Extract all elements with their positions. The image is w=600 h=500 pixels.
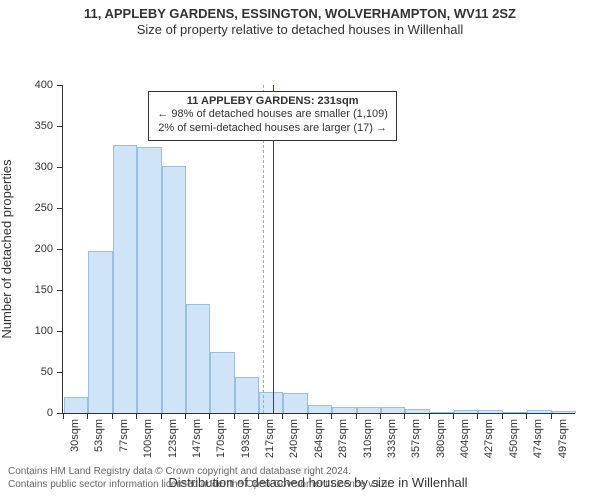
y-tick-label: 200 xyxy=(35,243,63,255)
footer-line1: Contains HM Land Registry data © Crown c… xyxy=(8,466,390,479)
x-tick-label: 380sqm xyxy=(435,419,447,479)
histogram-bar xyxy=(503,412,527,413)
histogram-bar xyxy=(162,166,186,412)
y-tick-label: 400 xyxy=(35,79,63,91)
x-tick xyxy=(282,413,283,419)
y-tick-label: 150 xyxy=(35,284,63,296)
x-tick xyxy=(161,413,162,419)
histogram-bar xyxy=(64,397,88,413)
histogram-bar xyxy=(186,304,210,412)
x-tick xyxy=(356,413,357,419)
histogram-bar xyxy=(405,409,429,412)
title-block: 11, APPLEBY GARDENS, ESSINGTON, WOLVERHA… xyxy=(0,0,600,39)
x-tick xyxy=(380,413,381,419)
x-tick-label: 357sqm xyxy=(410,419,422,479)
x-tick xyxy=(551,413,552,419)
footer: Contains HM Land Registry data © Crown c… xyxy=(8,466,390,491)
histogram-bar xyxy=(332,407,356,413)
x-tick xyxy=(63,413,64,419)
y-tick-label: 300 xyxy=(35,161,63,173)
histogram-bar xyxy=(308,405,332,413)
y-tick-label: 100 xyxy=(35,325,63,337)
plot-area: 05010015020025030035040030sqm53sqm77sqm1… xyxy=(62,85,575,414)
histogram-bar xyxy=(527,410,551,413)
x-tick-label: 404sqm xyxy=(459,419,471,479)
x-tick xyxy=(453,413,454,419)
x-tick-label: 497sqm xyxy=(557,419,569,479)
y-axis-label: Number of detached properties xyxy=(0,159,14,338)
y-tick-label: 50 xyxy=(41,366,63,378)
footer-line2: Contains public sector information licen… xyxy=(8,479,390,492)
page-title-line1: 11, APPLEBY GARDENS, ESSINGTON, WOLVERHA… xyxy=(0,6,600,22)
y-tick-label: 0 xyxy=(47,407,63,419)
x-tick-label: 427sqm xyxy=(483,419,495,479)
histogram-bar xyxy=(381,407,405,413)
page-title-line2: Size of property relative to detached ho… xyxy=(0,22,600,38)
histogram-bar xyxy=(478,410,502,413)
histogram-bar xyxy=(430,412,454,413)
histogram-bar xyxy=(357,407,381,413)
x-tick xyxy=(87,413,88,419)
x-tick xyxy=(136,413,137,419)
x-tick xyxy=(258,413,259,419)
x-tick xyxy=(331,413,332,419)
info-box-line1: ← 98% of detached houses are smaller (1,… xyxy=(157,108,388,122)
x-tick xyxy=(477,413,478,419)
x-tick xyxy=(404,413,405,419)
x-tick xyxy=(526,413,527,419)
x-tick-label: 450sqm xyxy=(508,419,520,479)
x-tick xyxy=(112,413,113,419)
x-tick xyxy=(429,413,430,419)
histogram-bar xyxy=(137,147,161,412)
y-tick-label: 250 xyxy=(35,202,63,214)
x-tick xyxy=(234,413,235,419)
x-tick xyxy=(209,413,210,419)
y-tick-label: 350 xyxy=(35,120,63,132)
x-tick xyxy=(307,413,308,419)
histogram-bar xyxy=(88,251,112,413)
info-box-line2: 2% of semi-detached houses are larger (1… xyxy=(157,122,388,136)
histogram-bar xyxy=(113,145,137,413)
histogram-bar xyxy=(283,393,307,412)
info-box-title: 11 APPLEBY GARDENS: 231sqm xyxy=(157,95,388,109)
histogram-bar xyxy=(235,377,259,412)
histogram-bar xyxy=(454,410,478,413)
histogram-bar xyxy=(552,411,576,413)
x-tick-label: 474sqm xyxy=(532,419,544,479)
x-tick xyxy=(185,413,186,419)
x-tick xyxy=(502,413,503,419)
info-box: 11 APPLEBY GARDENS: 231sqm← 98% of detac… xyxy=(148,91,397,141)
histogram-bar xyxy=(210,352,234,412)
